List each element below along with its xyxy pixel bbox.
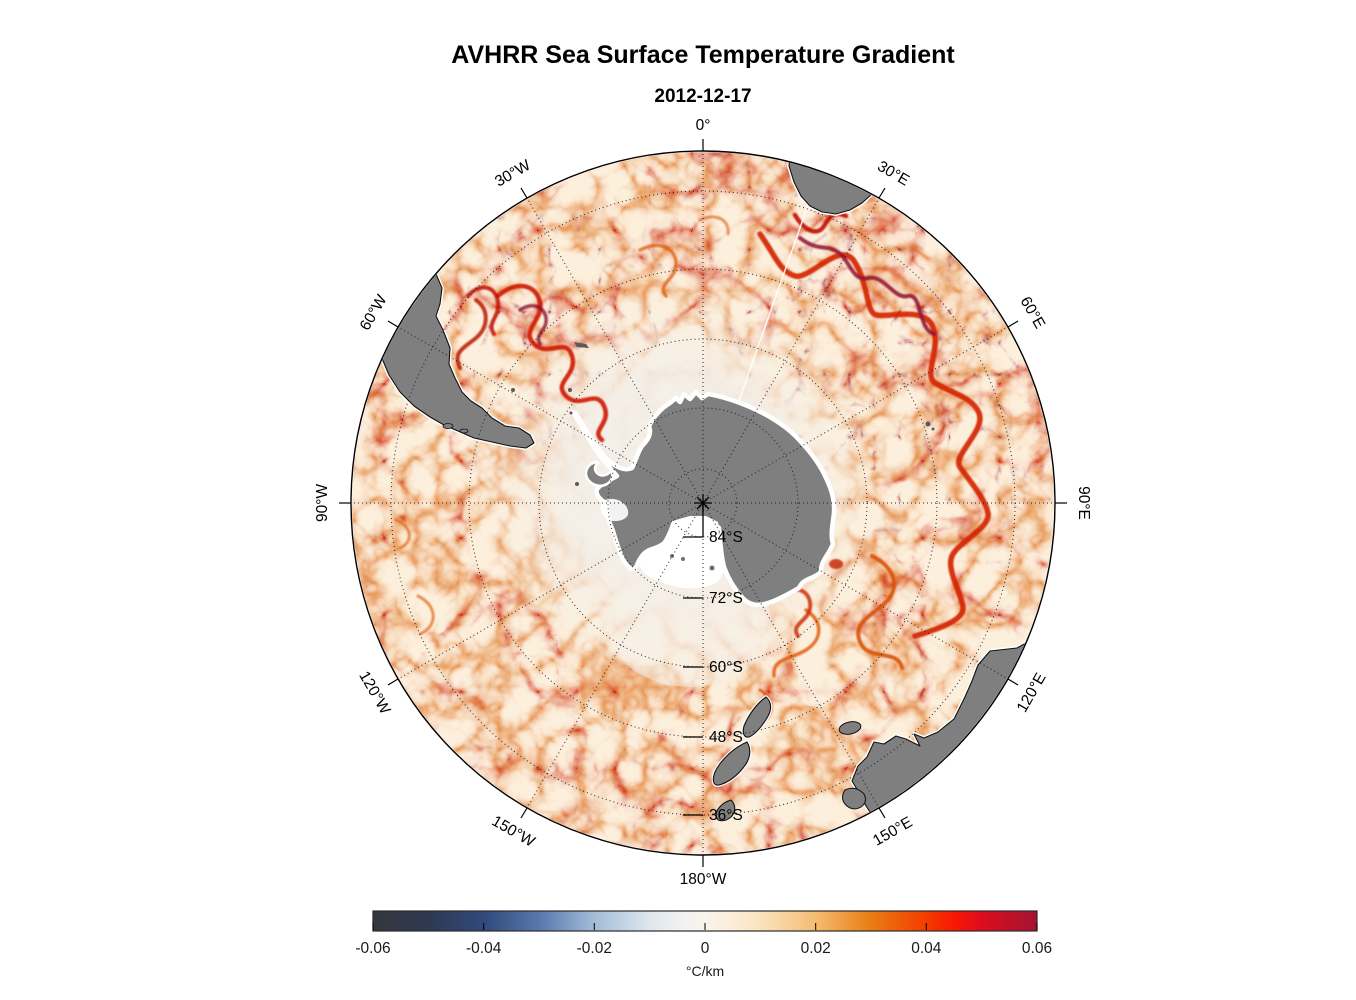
colorbar-tick-label-4: 0.02 bbox=[801, 940, 831, 957]
malvinas-confluence-filament bbox=[466, 285, 501, 336]
colorbar-tick-label-3: 0 bbox=[701, 940, 710, 957]
meridian-label-150w: 150°W bbox=[489, 813, 538, 851]
pole-marker bbox=[694, 494, 712, 537]
subtropical-front-filament bbox=[698, 215, 730, 236]
figure-title: AVHRR Sea Surface Temperature Gradient bbox=[451, 41, 955, 69]
parallel-label-36s: 36°S bbox=[709, 807, 743, 824]
figure-subtitle: 2012-12-17 bbox=[654, 86, 751, 107]
colorbar-tick-label-2: -0.02 bbox=[577, 940, 612, 957]
parallel-label-84s: 84°S bbox=[709, 529, 743, 546]
colorbar-gradient-bar bbox=[372, 910, 1038, 932]
meridian-label-120e: 120°E bbox=[1014, 670, 1050, 715]
kangaroo-island bbox=[838, 721, 862, 735]
parallel-label-48s: 48°S bbox=[709, 729, 743, 746]
amundsen-ice-bay bbox=[600, 498, 629, 522]
graticule bbox=[352, 152, 1054, 854]
colorbar-ticks bbox=[372, 923, 1038, 930]
eddy-blob bbox=[829, 559, 843, 569]
agulhas-crimson-core bbox=[798, 236, 936, 336]
meridian-label-90w: 90°W bbox=[314, 484, 331, 522]
parallel-labels: 84°S 72°S 60°S 48°S 36°S bbox=[709, 529, 743, 824]
meridian-label-30e: 30°E bbox=[874, 158, 912, 190]
meridian-label-150e: 150°E bbox=[870, 814, 915, 850]
colorbar: -0.06 -0.04 -0.02 0 0.02 0.04 0.06 °C/km bbox=[355, 910, 1052, 979]
meridian-label-60e: 60°E bbox=[1017, 294, 1049, 332]
meridian-lines bbox=[352, 152, 1054, 854]
map-interior: 84°S 72°S 60°S 48°S 36°S bbox=[352, 152, 1054, 854]
scotia-sea-filament bbox=[455, 298, 488, 370]
meridian-label-120w: 120°W bbox=[355, 668, 393, 717]
meridian-label-30w: 30°W bbox=[492, 157, 534, 191]
colorbar-tick-label-5: 0.04 bbox=[911, 940, 942, 957]
colorbar-tick-labels: -0.06 -0.04 -0.02 0 0.02 0.04 0.06 bbox=[355, 940, 1052, 957]
current-filaments bbox=[394, 211, 991, 726]
colorbar-tick-label-1: -0.04 bbox=[466, 940, 502, 957]
meridian-label-180w: 180°W bbox=[680, 871, 727, 888]
new-zealand-islands bbox=[711, 695, 773, 822]
meridian-ticks bbox=[339, 139, 1067, 867]
tasmania-island bbox=[842, 787, 866, 810]
colorbar-tick-label-6: 0.06 bbox=[1022, 940, 1052, 957]
south-atlantic-filament bbox=[638, 243, 678, 298]
meridian-label-90e: 90°E bbox=[1075, 486, 1092, 520]
agulhas-return-current-filament bbox=[757, 231, 991, 639]
drake-passage-filament bbox=[495, 283, 608, 443]
tierra-del-fuego-islets bbox=[442, 423, 469, 434]
parallel-label-72s: 72°S bbox=[709, 590, 743, 607]
meridian-label-60w: 60°W bbox=[357, 292, 391, 334]
pacific-filament-2 bbox=[394, 518, 411, 550]
parallel-label-60s: 60°S bbox=[709, 659, 743, 676]
colorbar-unit-label: °C/km bbox=[686, 963, 724, 979]
pacific-filament-1 bbox=[416, 594, 435, 636]
meridian-label-0: 0° bbox=[696, 117, 711, 134]
colorbar-tick-label-0: -0.06 bbox=[355, 940, 390, 957]
south-australia-filament bbox=[856, 554, 904, 670]
ross-sea-islets bbox=[670, 554, 715, 571]
alexander-island bbox=[584, 460, 614, 487]
small-islands bbox=[511, 342, 935, 486]
parallel-ticks bbox=[683, 536, 703, 816]
